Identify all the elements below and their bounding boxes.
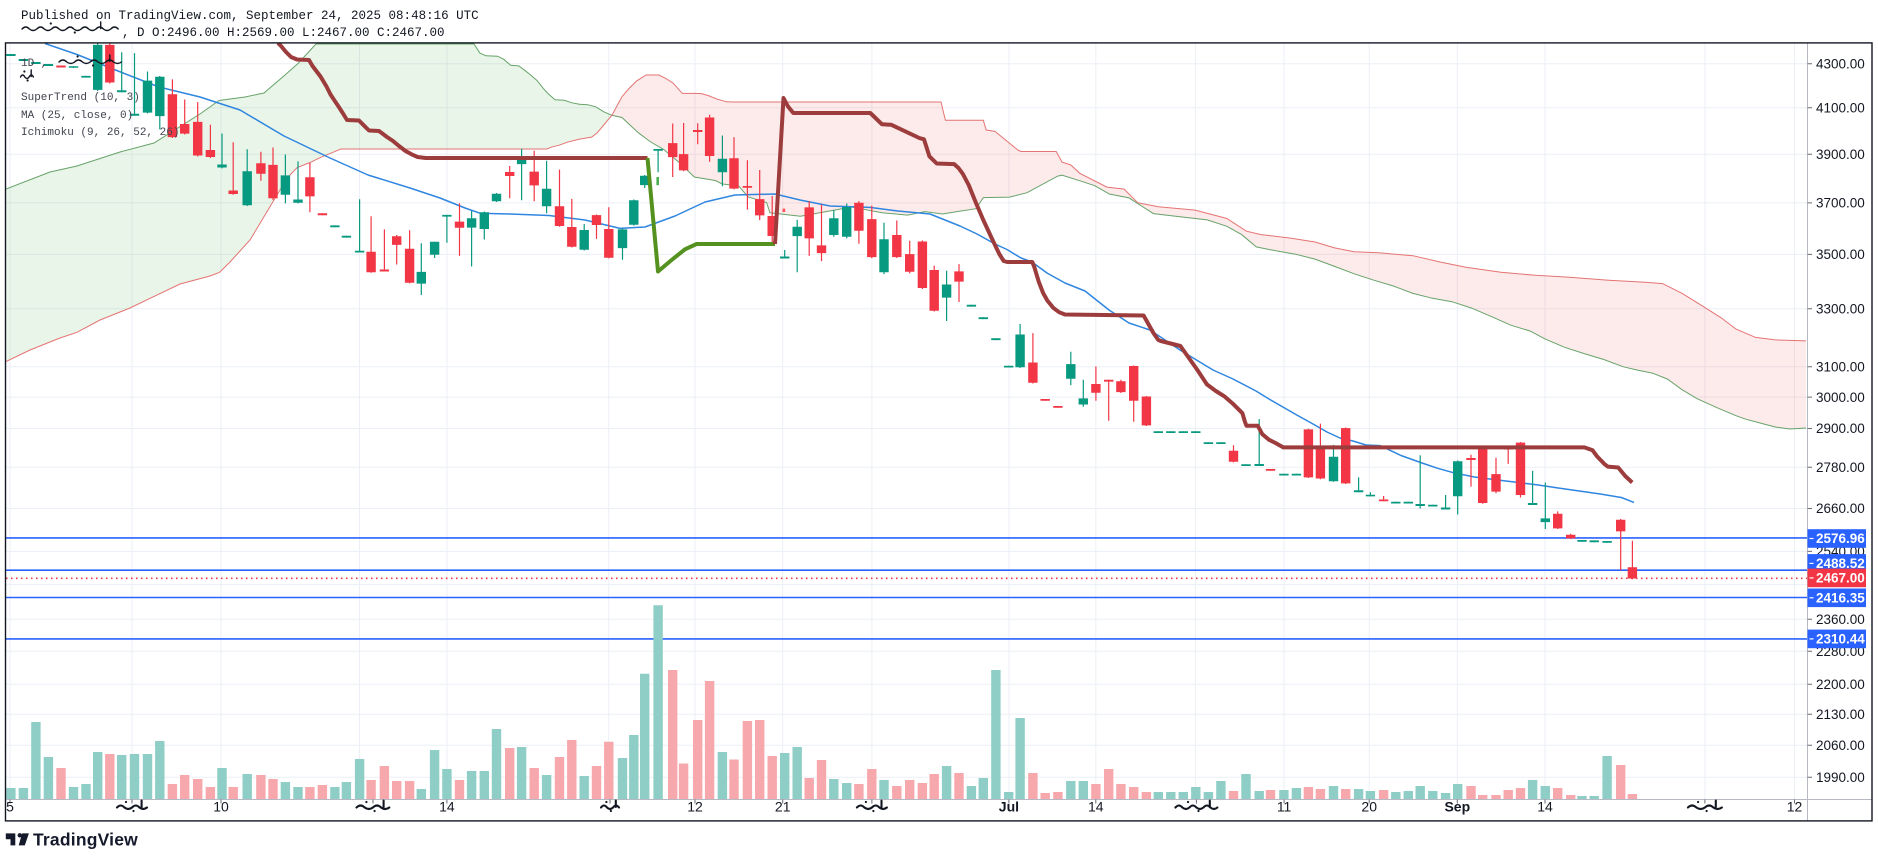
svg-text:Published on TradingView.com,: Published on TradingView.com, September …: [21, 9, 479, 23]
svg-text:3500.00: 3500.00: [1816, 247, 1865, 262]
svg-text:2780.00: 2780.00: [1816, 460, 1865, 475]
svg-text:2310.44: 2310.44: [1816, 632, 1865, 647]
svg-text:2467.00: 2467.00: [1816, 571, 1865, 586]
svg-text:2900.00: 2900.00: [1816, 421, 1865, 436]
svg-text:4100.00: 4100.00: [1816, 101, 1865, 116]
svg-text:TradingView: TradingView: [33, 830, 138, 850]
svg-text:2130.00: 2130.00: [1816, 707, 1865, 722]
svg-text:12: 12: [1787, 799, 1803, 815]
svg-text:14: 14: [1537, 799, 1553, 815]
svg-text:11: 11: [1277, 799, 1292, 815]
svg-text:Jul: Jul: [999, 799, 1019, 815]
svg-text:14: 14: [1088, 799, 1104, 815]
svg-text:2060.00: 2060.00: [1816, 738, 1865, 753]
svg-text:12: 12: [687, 799, 703, 815]
svg-text:Sep: Sep: [1444, 799, 1470, 815]
svg-text:3700.00: 3700.00: [1816, 196, 1865, 211]
svg-text:14: 14: [439, 799, 455, 815]
svg-text:2576.96: 2576.96: [1816, 531, 1865, 546]
svg-text:SuperTrend (10, 3): SuperTrend (10, 3): [21, 92, 140, 104]
svg-text:5: 5: [6, 799, 14, 815]
svg-text:2488.52: 2488.52: [1816, 556, 1865, 571]
svg-text:3900.00: 3900.00: [1816, 147, 1865, 162]
svg-text:2200.00: 2200.00: [1816, 677, 1865, 692]
svg-text:2660.00: 2660.00: [1816, 501, 1865, 516]
svg-text:1990.00: 1990.00: [1816, 770, 1865, 785]
svg-text:2360.00: 2360.00: [1816, 612, 1865, 627]
svg-text:21: 21: [775, 799, 791, 815]
svg-text:Ichimoku (9, 26, 52, 26): Ichimoku (9, 26, 52, 26): [21, 127, 179, 139]
svg-text:, D O:2496.00 H:2569.00 L:2467: , D O:2496.00 H:2569.00 L:2467.00 C:2467…: [122, 26, 445, 40]
svg-text:1D ,: 1D ,: [21, 58, 47, 70]
svg-text:3000.00: 3000.00: [1816, 390, 1865, 405]
svg-text:2416.35: 2416.35: [1816, 591, 1865, 606]
svg-text:3100.00: 3100.00: [1816, 359, 1865, 374]
svg-text:4300.00: 4300.00: [1816, 56, 1865, 71]
svg-text:MA (25, close, 0): MA (25, close, 0): [21, 110, 133, 122]
svg-text:10: 10: [213, 799, 229, 815]
svg-text:20: 20: [1361, 799, 1377, 815]
svg-text:3300.00: 3300.00: [1816, 302, 1865, 317]
